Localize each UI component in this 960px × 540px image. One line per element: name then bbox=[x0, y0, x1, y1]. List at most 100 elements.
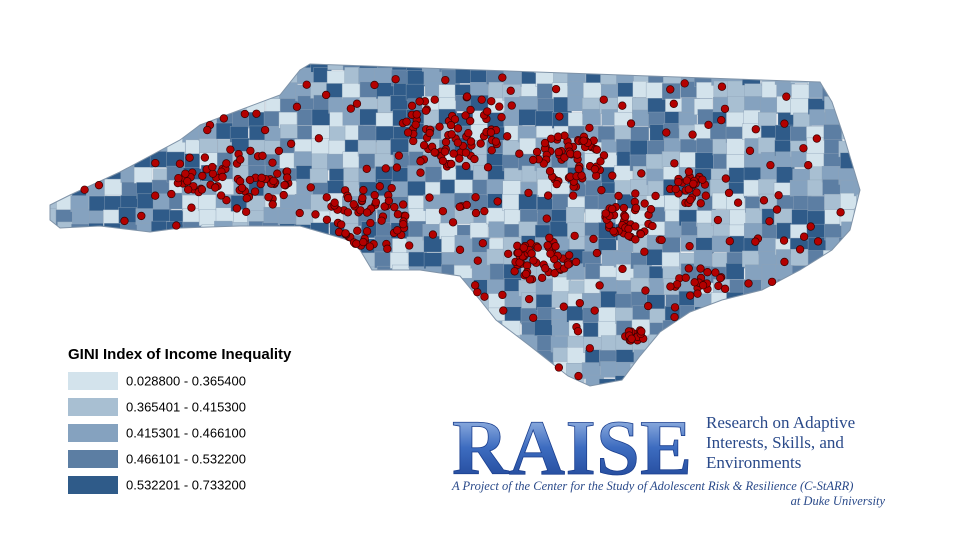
county bbox=[439, 277, 458, 295]
point bbox=[681, 273, 690, 282]
county bbox=[647, 363, 666, 381]
point bbox=[609, 226, 618, 236]
county bbox=[776, 305, 795, 322]
county bbox=[56, 165, 76, 183]
county bbox=[407, 70, 426, 87]
point bbox=[744, 279, 753, 288]
point bbox=[486, 128, 496, 137]
county bbox=[823, 68, 843, 85]
legend: GINI Index of Income Inequality 0.028800… bbox=[68, 346, 292, 494]
point bbox=[745, 146, 755, 155]
county bbox=[184, 308, 204, 325]
county bbox=[182, 249, 201, 267]
county bbox=[840, 375, 859, 386]
county bbox=[741, 348, 761, 365]
point bbox=[480, 206, 489, 216]
county bbox=[473, 321, 492, 338]
county bbox=[744, 364, 763, 381]
county bbox=[247, 68, 267, 85]
point bbox=[669, 99, 678, 108]
county bbox=[712, 389, 730, 405]
county bbox=[645, 82, 665, 99]
county bbox=[425, 266, 445, 283]
county bbox=[696, 138, 715, 155]
county bbox=[823, 335, 842, 352]
county bbox=[50, 167, 59, 184]
county bbox=[391, 264, 411, 282]
point bbox=[799, 144, 808, 153]
point bbox=[554, 363, 564, 372]
point bbox=[570, 231, 579, 241]
county bbox=[344, 263, 364, 280]
point bbox=[208, 162, 217, 172]
county bbox=[553, 64, 572, 72]
county bbox=[438, 64, 458, 73]
county bbox=[454, 361, 474, 378]
point bbox=[690, 278, 699, 287]
county bbox=[503, 349, 523, 366]
county bbox=[790, 126, 809, 143]
point bbox=[498, 73, 507, 82]
point bbox=[453, 124, 463, 133]
point bbox=[499, 306, 508, 315]
point bbox=[670, 312, 679, 322]
county bbox=[856, 265, 860, 282]
county bbox=[262, 264, 281, 281]
county bbox=[743, 335, 763, 352]
county bbox=[329, 263, 348, 280]
county bbox=[485, 349, 505, 367]
point bbox=[780, 257, 789, 267]
county bbox=[201, 84, 220, 101]
county bbox=[152, 292, 171, 309]
point bbox=[693, 289, 702, 298]
point bbox=[187, 203, 196, 212]
county bbox=[855, 393, 873, 409]
county bbox=[469, 222, 489, 239]
county bbox=[101, 139, 121, 156]
county bbox=[342, 319, 361, 337]
county bbox=[262, 222, 281, 240]
county bbox=[761, 336, 780, 354]
county bbox=[231, 64, 250, 73]
point bbox=[533, 243, 542, 252]
point bbox=[618, 101, 627, 110]
county bbox=[311, 376, 330, 386]
point bbox=[471, 193, 480, 202]
point bbox=[529, 256, 538, 265]
county bbox=[326, 375, 346, 386]
county bbox=[262, 307, 281, 325]
county bbox=[73, 140, 92, 157]
point bbox=[599, 151, 609, 160]
point bbox=[471, 208, 481, 218]
county bbox=[757, 362, 777, 379]
county bbox=[229, 69, 249, 86]
county bbox=[566, 347, 586, 364]
county bbox=[361, 376, 380, 386]
county bbox=[102, 279, 122, 296]
county bbox=[201, 69, 221, 86]
county bbox=[215, 97, 234, 115]
county bbox=[808, 390, 826, 406]
county bbox=[294, 194, 314, 211]
county bbox=[793, 304, 812, 322]
point bbox=[704, 120, 713, 130]
county bbox=[599, 64, 618, 71]
county bbox=[488, 64, 507, 70]
county bbox=[856, 378, 860, 386]
county bbox=[50, 68, 60, 86]
point bbox=[640, 199, 649, 208]
county bbox=[183, 67, 203, 84]
point bbox=[292, 102, 302, 111]
point bbox=[585, 123, 594, 132]
county bbox=[53, 252, 73, 269]
point bbox=[94, 181, 104, 190]
county bbox=[280, 277, 300, 295]
county bbox=[534, 362, 554, 379]
county bbox=[520, 334, 539, 352]
point bbox=[295, 208, 304, 218]
county bbox=[309, 293, 329, 311]
county bbox=[806, 332, 826, 350]
county bbox=[135, 112, 154, 129]
county bbox=[326, 347, 345, 364]
point bbox=[662, 128, 671, 137]
